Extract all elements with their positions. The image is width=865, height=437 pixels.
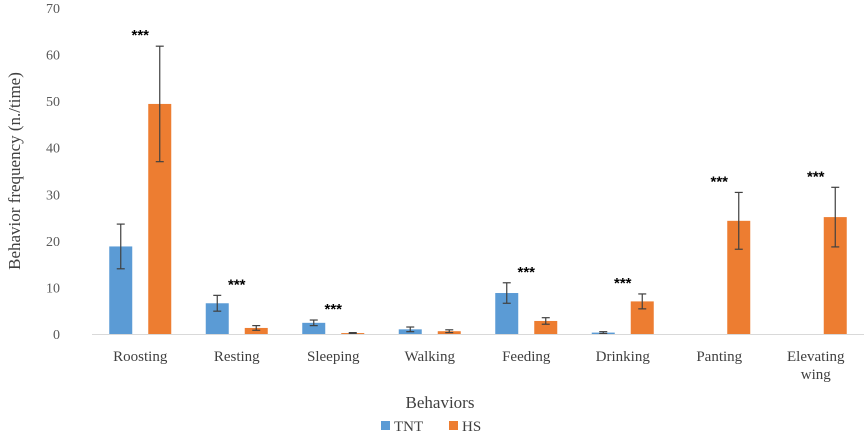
y-tick-label: 20 (46, 235, 60, 250)
significance-stars: *** (614, 275, 632, 292)
bar-tnt (109, 246, 133, 334)
legend-label-hs: HS (462, 419, 481, 435)
bar-tnt (495, 293, 519, 334)
x-tick-label: Feeding (502, 349, 551, 365)
bar-hs (630, 301, 654, 334)
bar-hs (823, 217, 847, 334)
y-tick-label: 30 (46, 188, 60, 203)
x-tick-label: Walking (405, 349, 456, 365)
x-tick-label: Elevating (787, 349, 845, 365)
y-tick-label: 70 (46, 2, 60, 17)
bar-hs (244, 327, 268, 334)
significance-stars: *** (324, 301, 342, 318)
bar-hs (534, 320, 558, 334)
y-axis-ticks: 0 10 20 30 40 50 60 70 (46, 2, 60, 343)
bar-tnt (302, 322, 326, 334)
significance-stars: *** (517, 264, 535, 281)
legend-swatch-hs (449, 421, 458, 430)
x-axis-title: Behaviors (406, 393, 475, 412)
x-tick-label: wing (801, 367, 832, 383)
bar-hs (148, 103, 172, 335)
y-axis-title: Behavior frequency (n./time) (5, 72, 24, 270)
x-tick-label: Resting (214, 349, 260, 365)
significance-annotations: *** *** *** *** *** *** *** (131, 27, 824, 318)
error-bars (116, 45, 840, 335)
legend: TNT HS (381, 419, 481, 435)
bars (109, 103, 847, 335)
significance-stars: *** (131, 27, 149, 44)
significance-stars: *** (228, 276, 246, 293)
bar-hs (727, 220, 751, 334)
significance-stars: *** (710, 173, 728, 190)
bar-tnt (205, 303, 229, 334)
significance-stars: *** (807, 168, 825, 185)
legend-swatch-tnt (381, 421, 390, 430)
legend-label-tnt: TNT (394, 419, 423, 435)
x-tick-label: Panting (696, 349, 742, 365)
x-axis-labels: Roosting Resting Sleeping Walking Feeding Dri… (113, 349, 845, 383)
x-tick-label: Roosting (113, 349, 168, 365)
x-tick-label: Sleeping (307, 349, 360, 365)
x-tick-label: Drinking (596, 349, 651, 365)
y-tick-label: 0 (53, 328, 60, 343)
y-tick-label: 40 (46, 142, 60, 157)
y-tick-label: 10 (46, 281, 60, 296)
y-tick-label: 60 (46, 49, 60, 64)
y-tick-label: 50 (46, 95, 60, 110)
